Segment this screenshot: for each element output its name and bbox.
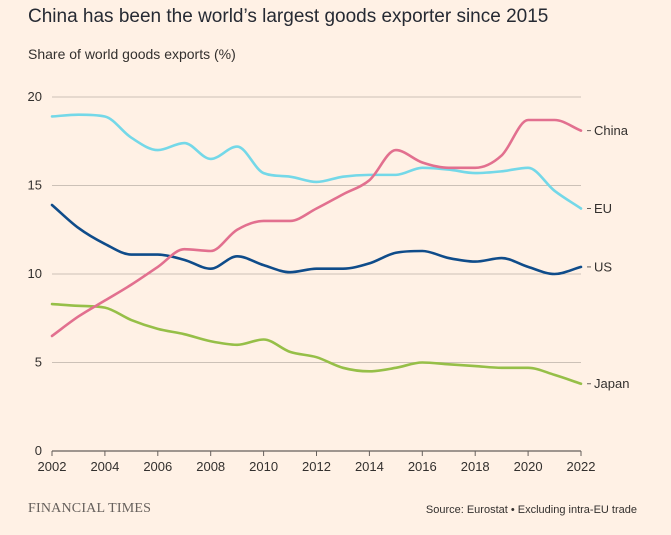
x-tick-label: 2012 <box>302 459 331 474</box>
y-tick-label: 5 <box>35 355 42 370</box>
x-tick-label: 2010 <box>249 459 278 474</box>
chart-title: China has been the world’s largest goods… <box>28 6 549 27</box>
series-label-eu: EU <box>594 201 612 216</box>
x-tick-label: 2008 <box>196 459 225 474</box>
series-labels: EU US Japan China <box>587 123 629 391</box>
y-tick-label: 0 <box>35 443 42 458</box>
series-line-japan <box>50 302 583 386</box>
series-line-eu <box>50 113 583 210</box>
x-tick-label: 2016 <box>408 459 437 474</box>
series-label-us: US <box>594 259 612 274</box>
series-line-china <box>50 118 583 338</box>
x-tick-label: 2014 <box>355 459 384 474</box>
x-tick-label: 2022 <box>567 459 596 474</box>
y-tick-label: 10 <box>28 266 42 281</box>
series-line-us <box>50 203 583 276</box>
series-label-china: China <box>594 123 629 138</box>
series-label-japan: Japan <box>594 376 629 391</box>
x-axis-tick-labels: 2002 2004 2006 2008 2010 2012 2014 2016 2018 2020… <box>38 451 596 474</box>
y-axis-tick-labels: 0 5 10 15 20 <box>28 89 42 458</box>
chart-subtitle: Share of world goods exports (%) <box>28 46 236 62</box>
x-tick-label: 2018 <box>461 459 490 474</box>
series-lines <box>50 113 583 386</box>
x-tick-label: 2006 <box>143 459 172 474</box>
source-note: Source: Eurostat • Excluding intra-EU tr… <box>425 504 637 516</box>
x-tick-label: 2020 <box>514 459 543 474</box>
financial-times-logo: FINANCIAL TIMES <box>28 501 152 516</box>
y-tick-label: 15 <box>28 178 42 193</box>
x-tick-label: 2002 <box>38 459 67 474</box>
y-tick-label: 20 <box>28 89 42 104</box>
grid-lines <box>52 96 581 452</box>
x-tick-label: 2004 <box>90 459 119 474</box>
